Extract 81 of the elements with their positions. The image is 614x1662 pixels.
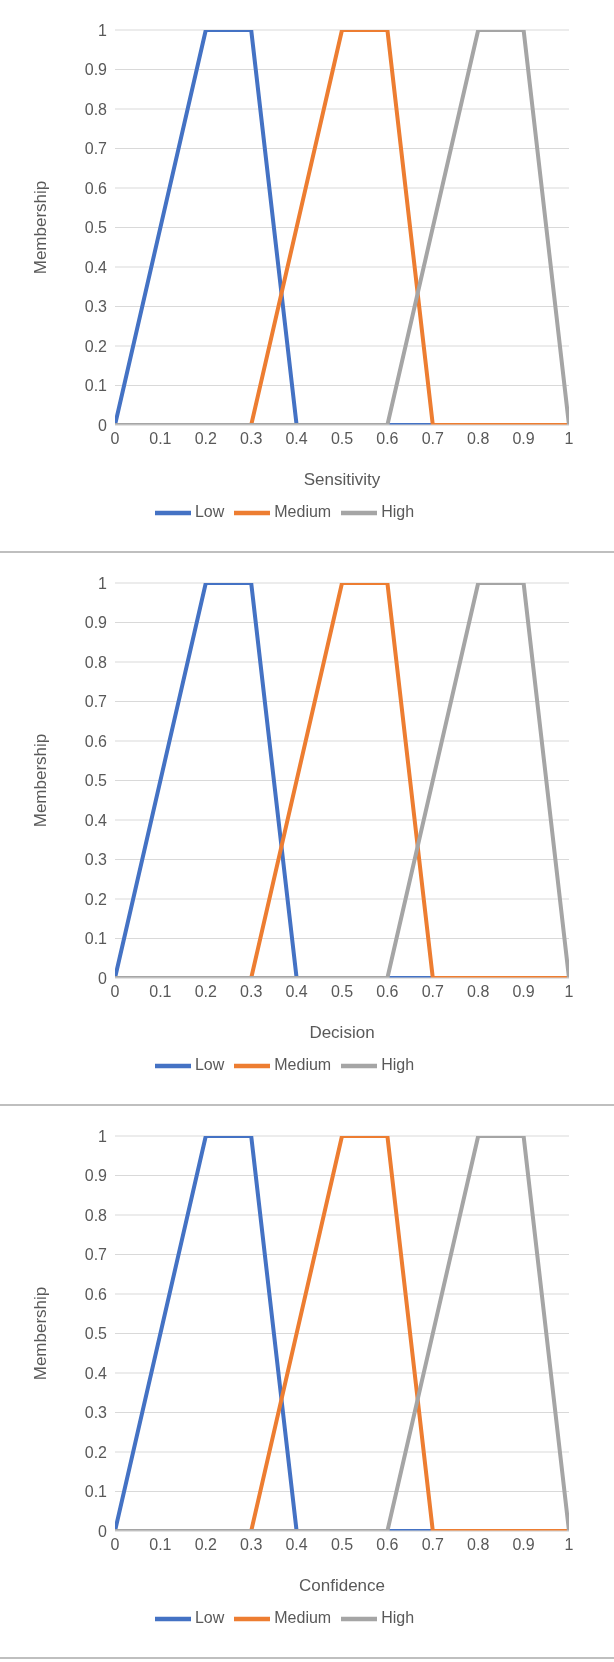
y-tick-label: 0.8 <box>84 100 108 118</box>
y-tick-label: 0.3 <box>84 298 108 316</box>
y-axis-title: Membership <box>31 1286 51 1381</box>
y-tick-label: 0.2 <box>84 337 108 355</box>
y-tick-label: 0.6 <box>84 1285 108 1303</box>
legend-label: Medium <box>274 503 332 521</box>
legend-label: High <box>381 1056 415 1074</box>
y-axis-title: Membership <box>31 180 51 275</box>
x-tick-label: 0.3 <box>240 1536 263 1554</box>
x-axis-title: Decision <box>309 1023 375 1042</box>
x-tick-label: 0.6 <box>376 983 399 1001</box>
x-tick-label: 0.2 <box>194 430 218 448</box>
legend-label: High <box>381 503 415 521</box>
y-tick-label: 0.2 <box>84 1443 108 1461</box>
x-tick-label: 0.5 <box>330 430 354 448</box>
y-tick-label: 0.3 <box>84 1404 108 1422</box>
x-tick-label: 0.9 <box>512 983 535 1001</box>
y-tick-label: 0.9 <box>84 1167 108 1185</box>
y-tick-label: 0.5 <box>84 219 108 237</box>
y-tick-label: 0.3 <box>84 851 108 869</box>
x-tick-label: 0.1 <box>149 983 172 1001</box>
y-tick-label: 0.5 <box>84 1325 108 1343</box>
x-tick-label: 1 <box>564 430 574 448</box>
y-tick-label: 0.5 <box>84 772 108 790</box>
x-tick-label: 1 <box>564 983 574 1001</box>
x-tick-label: 0.6 <box>376 1536 399 1554</box>
y-tick-label: 0.6 <box>84 732 108 750</box>
y-tick-label: 0.7 <box>84 1246 108 1264</box>
x-axis-title: Confidence <box>298 1576 386 1595</box>
y-tick-label: 1 <box>98 1127 108 1145</box>
x-tick-label: 0 <box>110 983 120 1001</box>
y-tick-label: 0 <box>98 416 108 434</box>
y-tick-label: 0.8 <box>84 1206 108 1224</box>
x-tick-label: 0.3 <box>240 430 263 448</box>
y-tick-label: 0.9 <box>84 61 108 79</box>
x-tick-label: 0.2 <box>194 983 218 1001</box>
y-tick-label: 1 <box>98 21 108 39</box>
x-tick-label: 0 <box>110 1536 120 1554</box>
x-tick-label: 0.4 <box>285 983 308 1001</box>
y-tick-label: 0.4 <box>84 811 108 829</box>
legend-label: Medium <box>274 1609 332 1627</box>
x-tick-label: 0.7 <box>421 1536 445 1554</box>
y-tick-label: 0.1 <box>84 930 108 948</box>
legend-label: High <box>381 1609 415 1627</box>
x-tick-label: 0.9 <box>512 1536 535 1554</box>
y-tick-label: 0.1 <box>84 1483 108 1501</box>
y-tick-label: 0 <box>98 1522 108 1540</box>
y-axis-title: Membership <box>31 733 51 828</box>
x-tick-label: 0.4 <box>285 1536 308 1554</box>
x-tick-label: 0.8 <box>467 430 490 448</box>
x-tick-label: 0.8 <box>467 1536 490 1554</box>
y-tick-label: 0.4 <box>84 258 108 276</box>
y-tick-label: 0.2 <box>84 890 108 908</box>
x-tick-label: 0.5 <box>330 1536 354 1554</box>
y-tick-label: 0.4 <box>84 1364 108 1382</box>
x-tick-label: 0.2 <box>194 1536 218 1554</box>
legend-label: Medium <box>274 1056 332 1074</box>
y-tick-label: 0.6 <box>84 179 108 197</box>
x-tick-label: 0.8 <box>467 983 490 1001</box>
y-tick-label: 0.9 <box>84 614 108 632</box>
x-tick-label: 0.9 <box>512 430 535 448</box>
x-tick-label: 0.4 <box>285 430 308 448</box>
x-tick-label: 1 <box>564 1536 574 1554</box>
x-tick-label: 0.5 <box>330 983 354 1001</box>
x-tick-label: 0.6 <box>376 430 399 448</box>
legend-label: Low <box>194 1609 225 1627</box>
x-tick-label: 0.3 <box>240 983 263 1001</box>
y-tick-label: 0.1 <box>84 377 108 395</box>
y-tick-label: 1 <box>98 574 108 592</box>
x-tick-label: 0.1 <box>149 1536 172 1554</box>
y-tick-label: 0.7 <box>84 693 108 711</box>
x-tick-label: 0.1 <box>149 430 172 448</box>
y-tick-label: 0.7 <box>84 140 108 158</box>
legend-label: Low <box>194 1056 225 1074</box>
x-axis-title: Sensitivity <box>303 470 381 489</box>
x-tick-label: 0.7 <box>421 430 445 448</box>
x-tick-label: 0 <box>110 430 120 448</box>
x-tick-label: 0.7 <box>421 983 445 1001</box>
y-tick-label: 0 <box>98 969 108 987</box>
legend-label: Low <box>194 503 225 521</box>
y-tick-label: 0.8 <box>84 653 108 671</box>
